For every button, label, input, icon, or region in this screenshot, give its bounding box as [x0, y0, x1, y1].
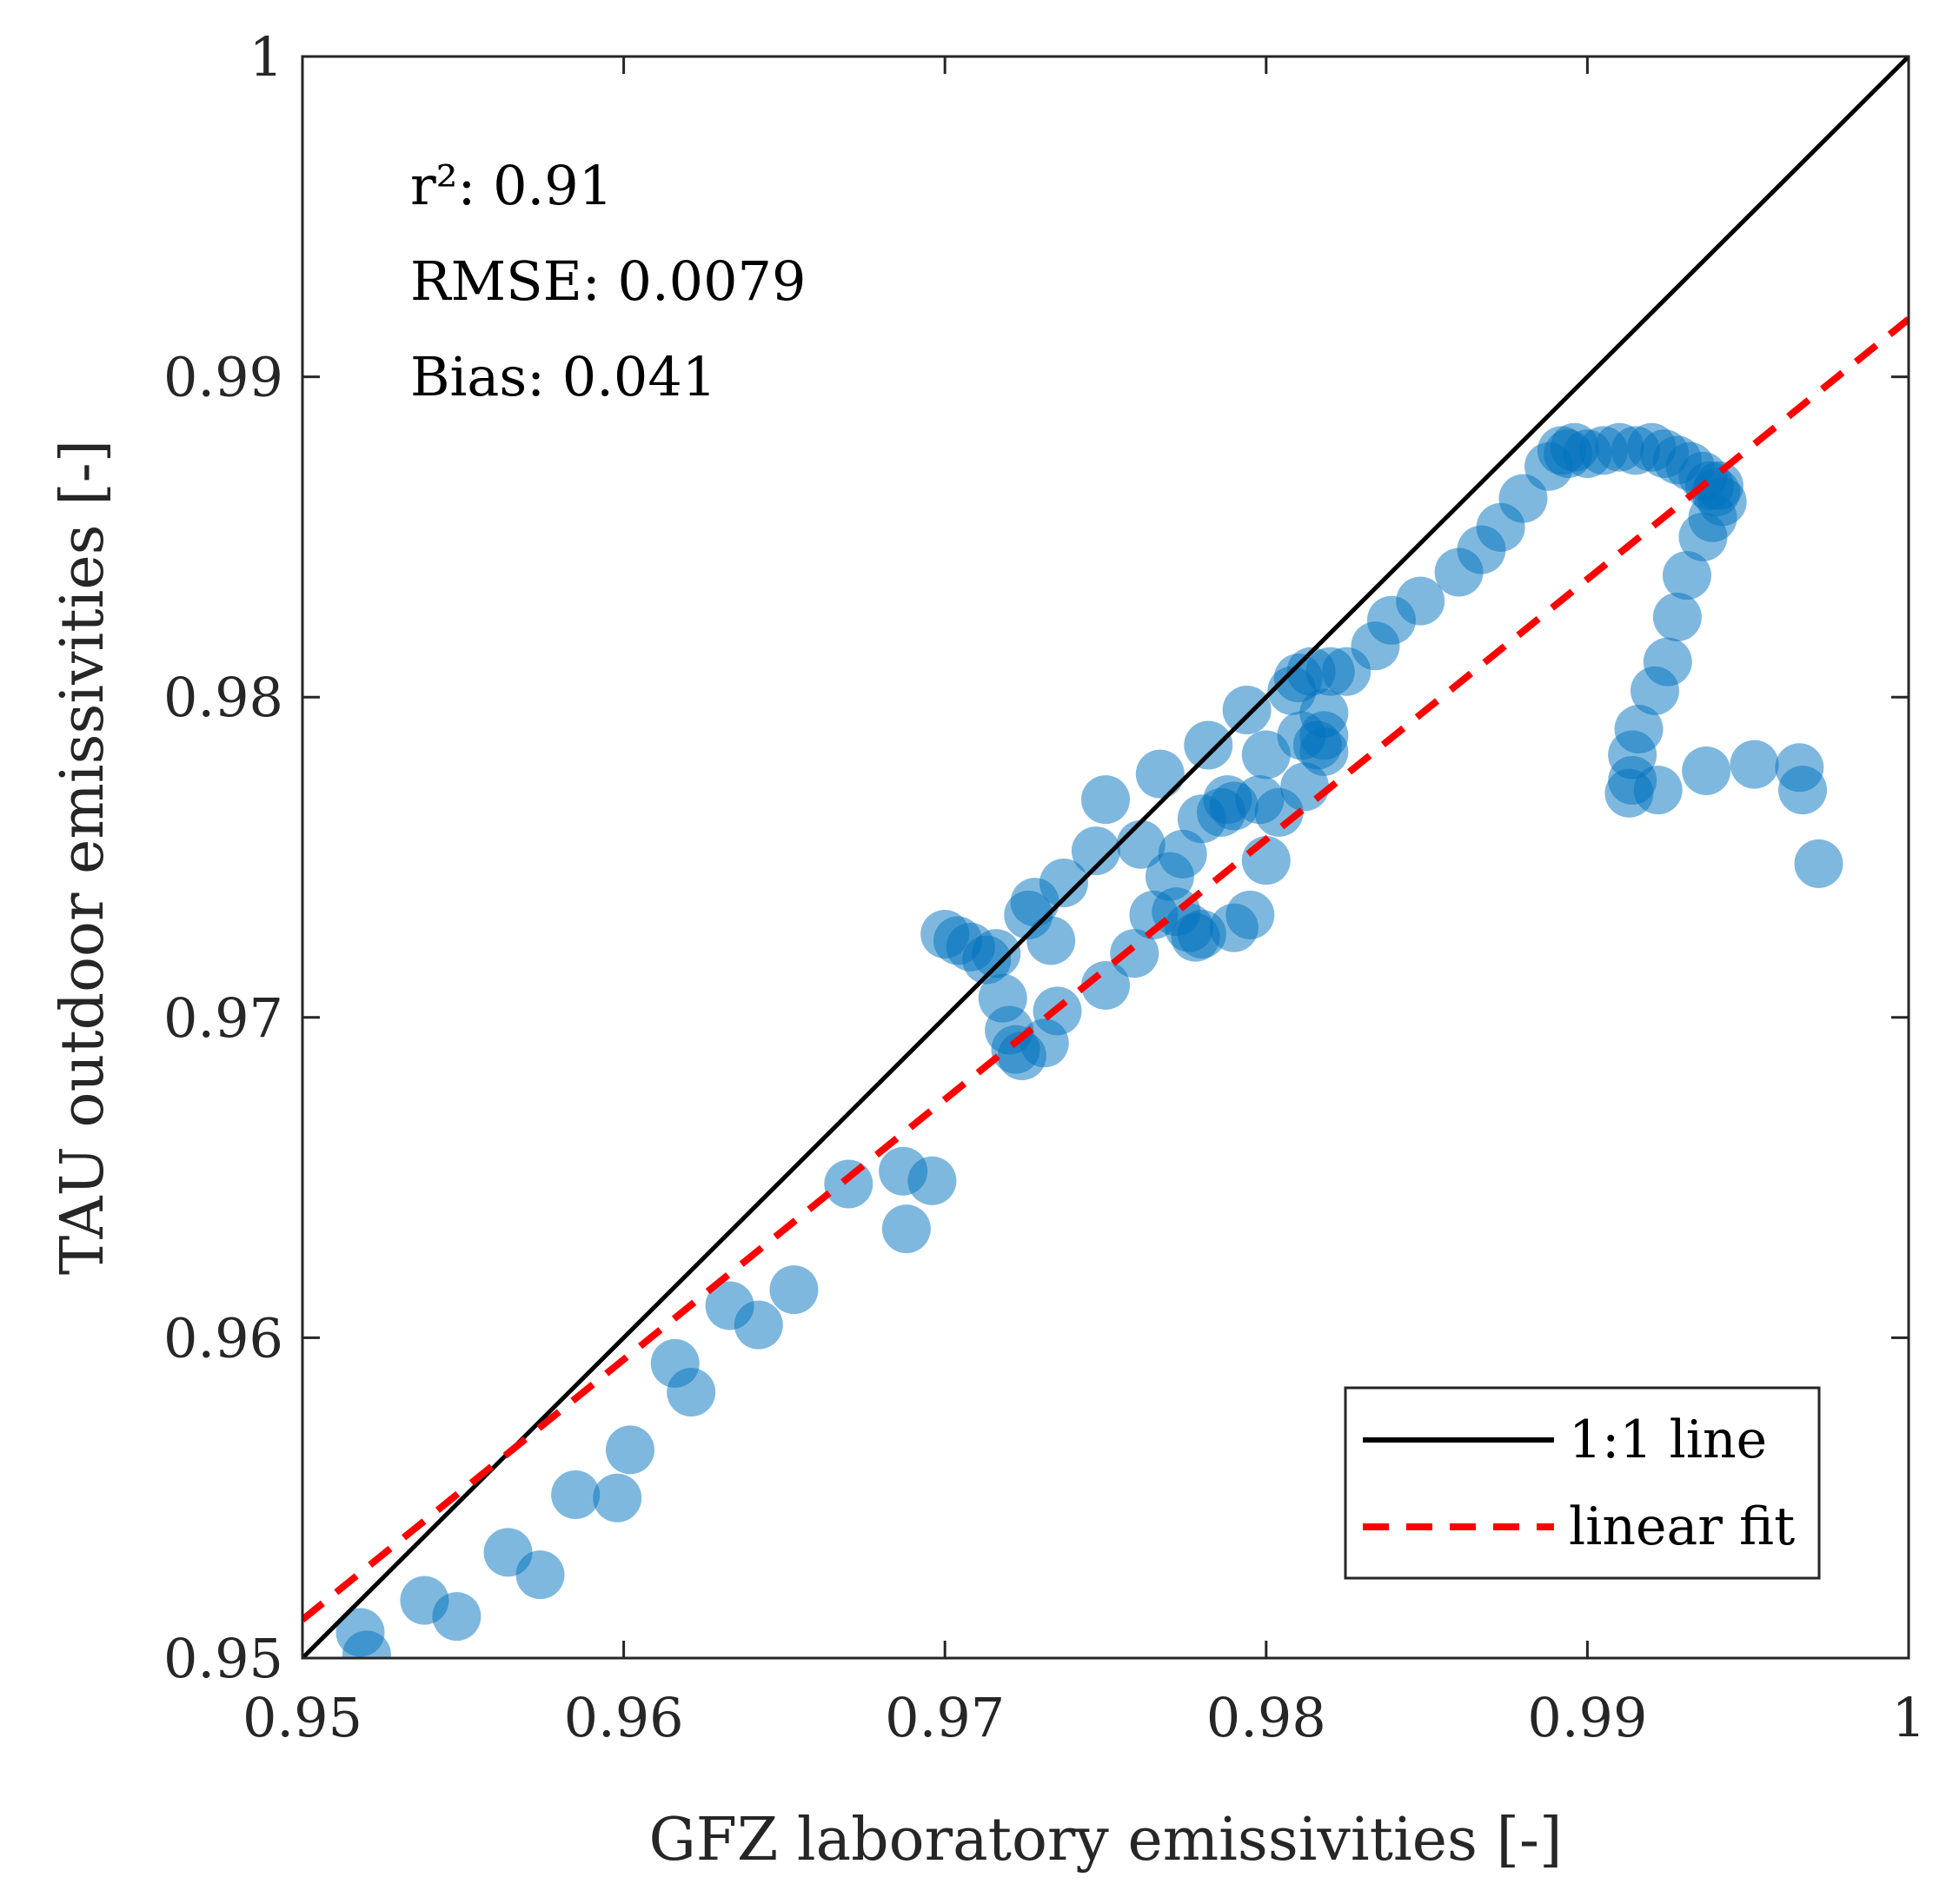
y-tick-label: 1	[249, 25, 283, 89]
data-point	[342, 1630, 391, 1658]
bias-text: Bias: 0.041	[410, 345, 716, 408]
x-axis-label: GFZ laboratory emissivities [-]	[648, 1806, 1562, 1874]
data-point	[1081, 960, 1130, 1010]
x-tick-label: 0.99	[1527, 1686, 1647, 1749]
x-tick-labels: 0.95 0.96 0.97 0.98 0.99 1	[242, 1686, 1926, 1749]
data-point	[593, 1473, 642, 1523]
data-point	[515, 1550, 565, 1600]
data-point	[667, 1368, 716, 1417]
plot-frame	[301, 55, 1910, 1660]
data-point	[881, 1204, 931, 1254]
one-to-one-line	[302, 56, 1909, 1658]
data-point	[907, 1156, 957, 1205]
y-axis-label: TAU outdoor emissivities [-]	[49, 440, 117, 1275]
y-tick-labels: 0.95 0.96 0.97 0.98 0.99 1	[163, 25, 283, 1690]
data-point	[1730, 740, 1779, 789]
y-tick-label: 0.97	[163, 986, 283, 1050]
legend: 1:1 line linear fit	[1344, 1386, 1821, 1580]
data-point	[1135, 749, 1185, 799]
data-point	[824, 1159, 873, 1209]
data-point	[1678, 512, 1728, 561]
x-tick-label: 0.95	[242, 1686, 362, 1749]
data-point	[972, 929, 1021, 979]
data-point	[1662, 551, 1711, 600]
data-point	[1222, 685, 1272, 734]
data-point	[605, 1425, 654, 1475]
data-point	[1039, 858, 1088, 907]
data-point	[1652, 593, 1702, 642]
x-tick-label: 0.97	[885, 1686, 1005, 1749]
data-point	[432, 1592, 482, 1642]
data-point	[1225, 890, 1275, 939]
data-point	[1631, 666, 1680, 715]
data-point	[1071, 826, 1120, 876]
x-tick-label: 0.96	[564, 1686, 684, 1749]
data-point	[1794, 839, 1843, 888]
axis-ticks	[301, 55, 1910, 1660]
legend-label-linear-fit: linear fit	[1569, 1496, 1795, 1557]
data-point	[734, 1300, 783, 1350]
data-point	[1778, 766, 1828, 815]
r-squared-text: r²: 0.91	[410, 154, 613, 217]
x-tick-label: 1	[1892, 1686, 1926, 1749]
y-tick-label: 0.98	[163, 666, 283, 729]
data-point	[1396, 576, 1445, 626]
reference-lines	[302, 56, 1909, 1658]
stats-annotation: r²: 0.91 RMSE: 0.0079 Bias: 0.041	[410, 154, 806, 408]
data-point	[769, 1265, 819, 1315]
y-tick-label: 0.96	[163, 1306, 283, 1370]
y-tick-label: 0.99	[163, 346, 283, 409]
data-point	[1081, 775, 1130, 825]
y-tick-label: 0.95	[163, 1627, 283, 1690]
scatter-points	[335, 422, 1843, 1658]
rmse-text: RMSE: 0.0079	[410, 249, 806, 313]
legend-box	[1344, 1386, 1821, 1580]
data-point	[551, 1470, 601, 1520]
legend-label-1-1-line: 1:1 line	[1569, 1410, 1767, 1470]
data-point	[1299, 688, 1349, 738]
data-point	[1682, 746, 1731, 795]
data-point	[1110, 929, 1159, 979]
data-point	[1026, 916, 1076, 965]
data-point	[1633, 766, 1683, 815]
data-point	[1184, 720, 1233, 770]
x-tick-label: 0.98	[1206, 1686, 1326, 1749]
